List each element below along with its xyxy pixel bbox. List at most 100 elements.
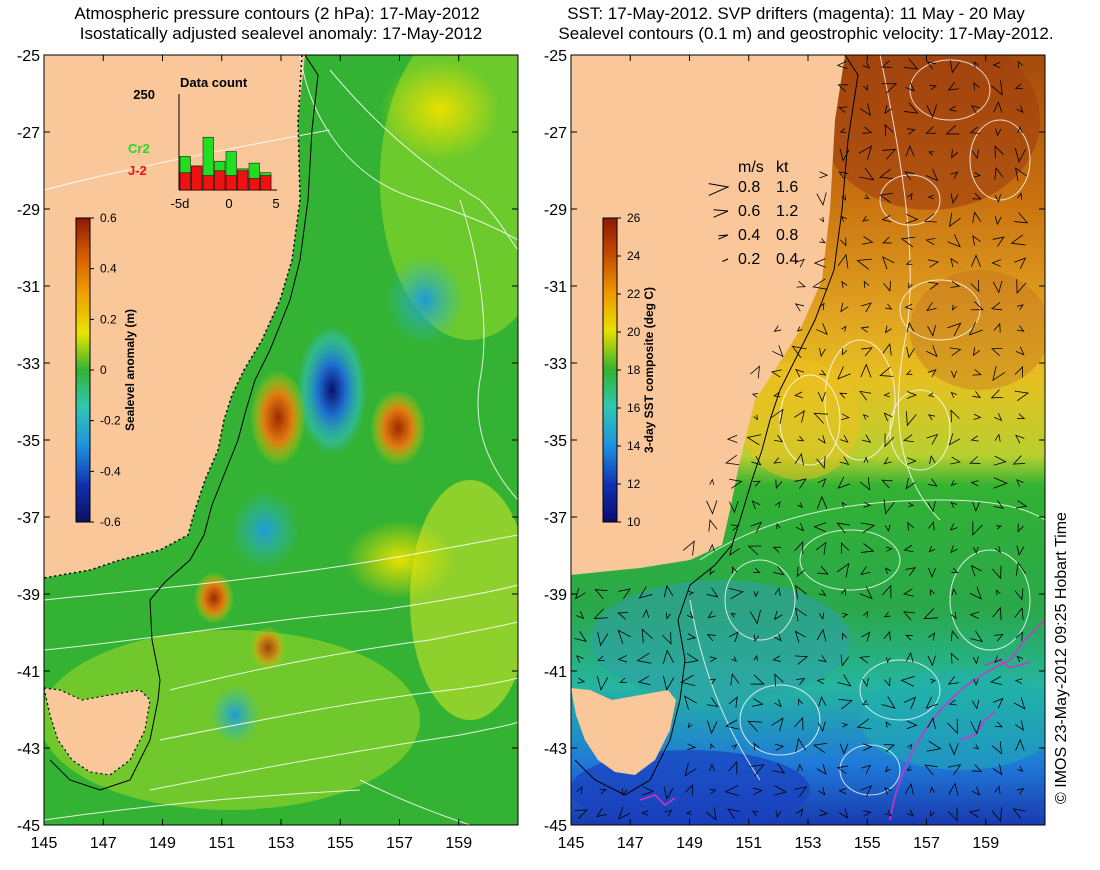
colorbar-tick-label: 10 (627, 515, 641, 529)
coastline (44, 55, 303, 579)
sst-colorbar-label: 3-day SST composite (deg C) (642, 287, 656, 453)
colorbar-tick-label: 14 (627, 439, 641, 453)
lat-tick-label: -45 (544, 818, 567, 835)
lat-tick-label: -29 (17, 202, 40, 219)
lon-tick-label: 147 (90, 835, 117, 852)
velocity-legend-ms: 0.8 (738, 179, 760, 196)
velocity-legend-kt-header: kt (776, 159, 789, 176)
colorbar-tick-label: 16 (627, 401, 641, 415)
colorbar-tick-label: 0.4 (100, 262, 117, 276)
lat-tick-label: -45 (17, 818, 40, 835)
colorbar-tick-label: 0 (100, 363, 107, 377)
data-count-xtick: 0 (225, 196, 232, 211)
right-title-line1: SST: 17-May-2012. SVP drifters (magenta)… (567, 4, 1025, 23)
lat-tick-label: -27 (17, 125, 40, 142)
sst-colorbar: 26 24 22 20 18 16 14 12 10 3-day SST composite (… (602, 211, 656, 529)
velocity-legend-arrow (708, 183, 730, 196)
lat-tick-label: -31 (17, 279, 40, 296)
lat-tick-label: -33 (17, 356, 40, 373)
colorbar-tick-label: 24 (627, 249, 641, 263)
right-map (570, 54, 1046, 826)
lon-tick-label: 159 (972, 835, 999, 852)
colorbar-tick-label: 0.6 (100, 211, 117, 225)
tasmania (571, 688, 676, 775)
cold-eddy (297, 325, 367, 455)
left-title-line2: Isostatically adjusted sealevel anomaly:… (80, 24, 483, 43)
data-count-inset: Data count 250 -5d 0 5 Cr2 J-2 (128, 75, 280, 211)
velocity-legend-kt: 1.2 (776, 203, 798, 220)
lat-tick-label: -33 (544, 356, 567, 373)
j2-count-bar (214, 170, 226, 191)
data-count-xtick: 5 (272, 196, 279, 211)
lat-tick-label: -27 (544, 125, 567, 142)
lat-tick-label: -35 (544, 433, 567, 450)
lat-tick-label: -29 (544, 202, 567, 219)
geostrophic-velocity-arrows (574, 58, 1030, 823)
velocity-legend-ms-header: m/s (738, 159, 764, 176)
sealevel-contours (689, 55, 1045, 796)
lat-tick-label: -25 (544, 48, 567, 65)
tasmania (44, 688, 150, 775)
shelf-contour (49, 55, 319, 791)
lon-tick-label: 145 (558, 835, 585, 852)
lon-tick-label: 157 (386, 835, 413, 852)
lat-tick-label: -25 (17, 48, 40, 65)
colorbar-tick-label: 18 (627, 363, 641, 377)
warm-eddy (370, 390, 426, 466)
lon-tick-label: 155 (327, 835, 354, 852)
drifter-track (959, 711, 996, 741)
lat-tick-label: -37 (544, 510, 567, 527)
lon-tick-label: 147 (617, 835, 644, 852)
velocity-legend-kt: 0.8 (776, 227, 798, 244)
lat-tick-label: -43 (17, 741, 40, 758)
velocity-legend-ms: 0.4 (738, 227, 760, 244)
j2-count-bar (225, 175, 237, 191)
colorbar-tick-label: 22 (627, 287, 641, 301)
lat-tick-label: -35 (17, 433, 40, 450)
lat-tick-label: -39 (544, 587, 567, 604)
legend-j2: J-2 (128, 163, 147, 178)
j2-count-bar (191, 165, 203, 191)
velocity-legend-ms: 0.6 (738, 203, 760, 220)
data-count-ymax: 250 (133, 87, 155, 102)
colorbar-tick-label: -0.6 (100, 515, 121, 529)
velocity-legend: m/s kt 0.8 1.6 0.6 1.2 0.4 0.8 0.2 0.4 (708, 159, 798, 268)
left-title-line1: Atmospheric pressure contours (2 hPa): 1… (74, 4, 479, 23)
lat-tick-label: -41 (544, 664, 567, 681)
drifter-track (984, 659, 1031, 669)
lat-tick-label: -43 (544, 741, 567, 758)
imos-credit: © IMOS 23-May-2012 09:25 Hobart Time (1053, 512, 1070, 804)
j2-count-bar (248, 178, 260, 191)
velocity-legend-kt: 1.6 (776, 179, 798, 196)
drifter-track (639, 794, 676, 806)
lon-tick-label: 151 (208, 835, 235, 852)
colorbar-tick-label: -0.2 (100, 414, 121, 428)
australia-mainland (571, 55, 845, 575)
legend-cr2: Cr2 (128, 141, 150, 156)
j2-count-bar (179, 172, 191, 191)
lon-tick-label: 149 (149, 835, 176, 852)
right-title-line2: Sealevel contours (0.1 m) and geostrophi… (558, 24, 1053, 43)
lon-tick-label: 151 (735, 835, 762, 852)
colorbar-tick-label: 0.2 (100, 312, 117, 326)
lon-tick-label: 157 (913, 835, 940, 852)
velocity-legend-arrow (722, 258, 729, 263)
lon-tick-label: 153 (795, 835, 822, 852)
lat-tick-label: -39 (17, 587, 40, 604)
lon-tick-label: 155 (854, 835, 881, 852)
lon-tick-label: 153 (268, 835, 295, 852)
sla-colorbar-label: Sealevel anomaly (m) (123, 309, 137, 431)
warm-eddy (250, 370, 306, 466)
lat-tick-label: -41 (17, 664, 40, 681)
colorbar-tick-label: 12 (627, 477, 641, 491)
sla-colorbar: 0.6 0.4 0.2 0 -0.2 -0.4 -0.6 Sealevel anomaly … (75, 211, 137, 529)
lat-tick-label: -37 (17, 510, 40, 527)
drifter-track (889, 619, 1045, 821)
colorbar-tick-label: 26 (627, 211, 641, 225)
lat-tick-label: -31 (544, 279, 567, 296)
colorbar-tick-label: 20 (627, 325, 641, 339)
velocity-legend-arrow (713, 209, 729, 218)
j2-count-bar (202, 175, 214, 191)
